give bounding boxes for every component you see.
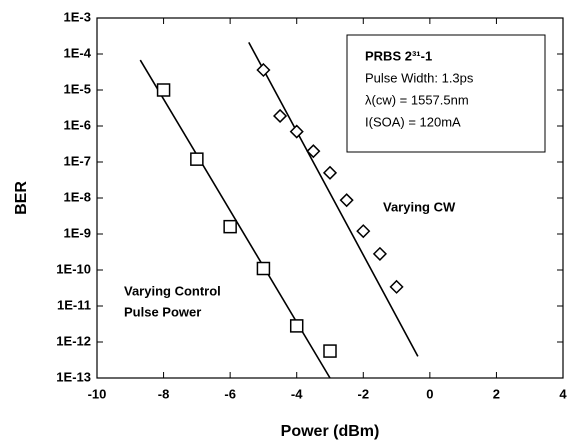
diamond-marker bbox=[372, 246, 387, 261]
y-tick-label: 1E-6 bbox=[64, 117, 91, 132]
y-tick-label: 1E-7 bbox=[64, 153, 91, 168]
diamond-marker bbox=[339, 193, 354, 208]
annotation: I(SOA) = 120mA bbox=[365, 114, 461, 129]
x-tick-label: 4 bbox=[559, 386, 567, 401]
x-tick-label: 2 bbox=[493, 386, 500, 401]
annotation-box bbox=[346, 34, 546, 153]
y-tick-label: 1E-10 bbox=[56, 261, 91, 276]
fit-line bbox=[248, 42, 419, 357]
x-tick-label: -10 bbox=[88, 386, 107, 401]
diamond-marker bbox=[322, 165, 338, 180]
series-label: Varying Control bbox=[124, 283, 221, 298]
y-tick-label: 1E-8 bbox=[64, 189, 91, 204]
square-marker bbox=[190, 152, 204, 166]
annotation: PRBS 2³¹-1 bbox=[365, 48, 432, 63]
series-label: Varying CW bbox=[383, 199, 456, 214]
square-marker bbox=[156, 83, 171, 97]
y-tick-label: 1E-12 bbox=[56, 333, 91, 348]
series-label: Pulse Power bbox=[124, 304, 201, 319]
y-tick-label: 1E-5 bbox=[64, 81, 91, 96]
diamond-marker bbox=[389, 279, 404, 294]
x-tick-label: -4 bbox=[291, 386, 303, 401]
x-axis-label: Power (dBm) bbox=[281, 423, 380, 440]
y-tick-label: 1E-3 bbox=[64, 9, 91, 24]
y-tick-label: 1E-4 bbox=[64, 45, 92, 60]
y-tick-label: 1E-13 bbox=[56, 369, 91, 384]
square-marker bbox=[323, 344, 337, 358]
x-tick-label: -6 bbox=[224, 386, 236, 401]
x-tick-label: -2 bbox=[358, 386, 370, 401]
annotation: λ(cw) = 1557.5nm bbox=[365, 92, 469, 107]
diamond-marker bbox=[306, 144, 321, 159]
x-tick-label: -8 bbox=[158, 386, 170, 401]
diamond-marker bbox=[256, 62, 271, 78]
y-axis-label: BER bbox=[13, 181, 30, 215]
annotation: Pulse Width: 1.3ps bbox=[365, 70, 474, 85]
diamond-marker bbox=[273, 108, 288, 124]
y-tick-label: 1E-11 bbox=[57, 297, 91, 312]
square-marker bbox=[223, 219, 237, 234]
square-marker bbox=[289, 319, 304, 333]
square-marker bbox=[256, 261, 271, 276]
y-tick-label: 1E-9 bbox=[64, 225, 91, 240]
x-tick-label: 0 bbox=[426, 386, 433, 401]
diamond-marker bbox=[289, 124, 304, 139]
diamond-marker bbox=[356, 224, 371, 239]
